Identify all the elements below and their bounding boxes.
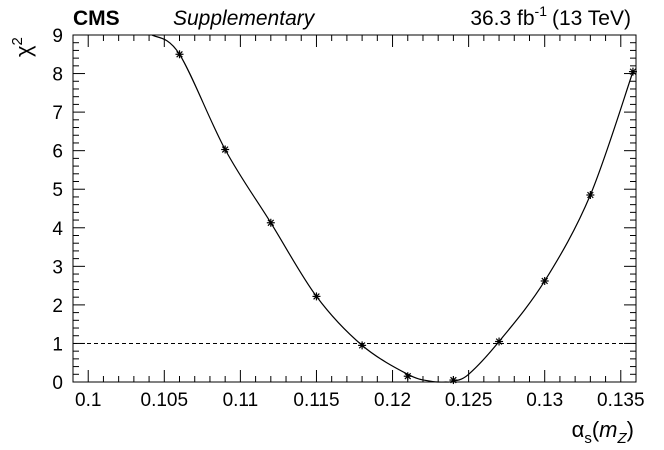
data-point [358, 341, 367, 350]
x-tick-label: 0.115 [293, 390, 339, 411]
y-tick-label: 7 [52, 103, 63, 124]
x-tick-label: 0.1 [75, 390, 101, 411]
y-tick-label: 4 [52, 219, 63, 240]
x-tick-label: 0.12 [374, 390, 411, 411]
data-point [449, 376, 458, 385]
data-point [586, 191, 595, 200]
y-tick-label: 8 [52, 65, 63, 86]
x-tick-label: 0.135 [597, 390, 645, 411]
x-axis-title-close-paren: ) [627, 417, 634, 442]
y-axis-title: χ2 [9, 37, 36, 57]
x-axis-title-subscript: s [584, 430, 592, 447]
tick-layer: 0.1 0.105 0.11 0.115 0.12 0.125 0.13 0.135 0 1 2 3 4… [52, 26, 644, 411]
y-tick-label: 0 [52, 373, 63, 394]
y-tick-label: 2 [52, 296, 63, 317]
y-tick-label: 1 [52, 334, 63, 355]
x-axis-title: αs(mZ) [572, 417, 634, 447]
y-tick-label: 5 [52, 180, 63, 201]
luminosity-value: 36.3 fb [470, 7, 534, 30]
x-tick-label: 0.11 [223, 390, 259, 411]
x-tick-label: 0.13 [526, 390, 563, 411]
y-tick-label: 3 [52, 257, 63, 278]
data-point [221, 145, 230, 154]
y-tick-label: 6 [52, 142, 63, 163]
y-axis-title-superscript: 2 [9, 37, 26, 45]
collision-energy: (13 TeV) [552, 7, 631, 30]
x-tick-label: 0.105 [141, 390, 189, 411]
x-axis-title-open-paren: ( [592, 417, 600, 442]
fit-curve [151, 34, 634, 383]
status-label: Supplementary [173, 7, 316, 30]
x-axis-title-variable-subscript: Z [617, 430, 628, 447]
plot-frame [72, 34, 637, 383]
luminosity-label: 36.3 fb-1 (13 TeV) [470, 3, 631, 30]
y-axis-title-symbol: χ [11, 45, 36, 57]
x-tick-label: 0.125 [445, 390, 493, 411]
experiment-label: CMS [73, 7, 120, 30]
data-point [312, 292, 321, 301]
luminosity-exponent: -1 [535, 3, 548, 19]
y-tick-label: 9 [52, 26, 63, 47]
data-point [403, 372, 412, 381]
data-point [540, 276, 549, 285]
x-axis-title-variable: m [599, 417, 617, 442]
data-point-layer [175, 50, 637, 385]
x-axis-title-symbol: α [572, 417, 585, 442]
data-point [175, 50, 184, 59]
data-point [495, 337, 504, 346]
data-point [628, 67, 637, 76]
fit-curve-layer [151, 34, 634, 383]
data-point [266, 218, 275, 227]
